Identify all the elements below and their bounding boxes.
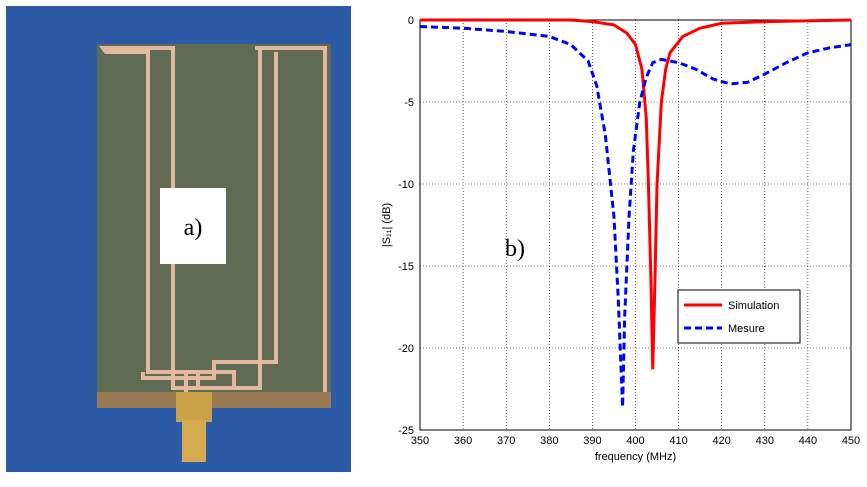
- legend-box: [677, 289, 801, 344]
- data-line: [420, 18, 852, 370]
- y-tick-label: -20: [398, 343, 414, 355]
- y-axis-label: |S₁₁| (dB): [381, 203, 393, 247]
- x-tick-label: 430: [756, 435, 774, 447]
- photo: a): [6, 6, 351, 472]
- label-box: [160, 188, 226, 264]
- annotation: b): [505, 236, 525, 262]
- x-tick-label: 370: [497, 435, 515, 447]
- panel-label: a): [184, 215, 203, 241]
- x-tick-label: 350: [411, 435, 429, 447]
- x-tick-label: 380: [540, 435, 558, 447]
- y-tick-label: -15: [398, 261, 414, 273]
- x-axis-label: frequency (MHz): [595, 451, 676, 463]
- legend-label: Mesure: [728, 323, 765, 335]
- plot-frame: [419, 19, 852, 431]
- x-tick-label: 420: [713, 435, 731, 447]
- y-tick-label: -10: [398, 179, 414, 191]
- connector: [182, 420, 206, 462]
- antenna-trace: [141, 52, 278, 380]
- x-tick-label: 390: [583, 435, 601, 447]
- x-tick-label: 440: [799, 435, 817, 447]
- y-tick-label: -5: [404, 97, 414, 109]
- y-tick-label: 0: [408, 15, 414, 27]
- legend-label: Simulation: [728, 300, 779, 312]
- x-tick-label: 410: [669, 435, 687, 447]
- data-line: [419, 25, 852, 408]
- x-tick-label: 400: [626, 435, 644, 447]
- antenna-trace: [99, 46, 327, 396]
- x-tick-label: 450: [842, 435, 860, 447]
- connector: [176, 392, 212, 422]
- board-edge: [97, 392, 331, 408]
- x-tick-label: 360: [454, 435, 472, 447]
- y-tick-label: -25: [398, 425, 414, 437]
